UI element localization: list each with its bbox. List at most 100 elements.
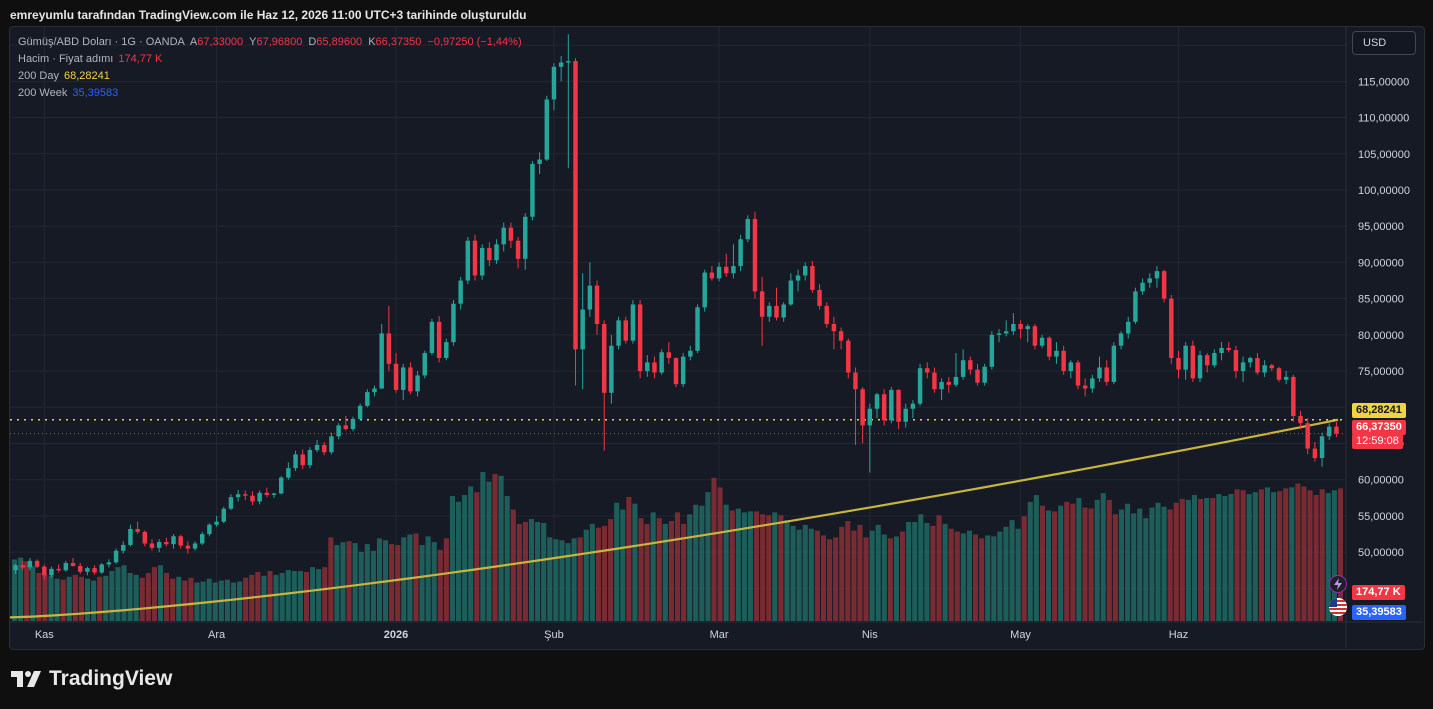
candle-body (1319, 436, 1325, 459)
volume-bar (1228, 494, 1234, 621)
volume-bar (42, 574, 48, 621)
candle-body (673, 358, 679, 385)
candle-body (802, 266, 808, 276)
flash-icon[interactable] (1329, 575, 1347, 593)
candle-body (314, 444, 320, 451)
volume-bar (176, 576, 182, 621)
volume-bar (869, 530, 875, 621)
volume-bar (145, 572, 151, 621)
volume-bar (1252, 492, 1258, 621)
candle-body (1262, 365, 1267, 373)
volume-bar (778, 515, 784, 621)
candle-body (393, 363, 399, 390)
volume-bar (370, 550, 376, 621)
candle-body (293, 454, 298, 469)
candle-body (903, 408, 908, 422)
currency-button[interactable]: USD (1352, 31, 1416, 55)
volume-bar (1216, 494, 1222, 621)
volume-bar (1143, 518, 1149, 621)
candle-body (1183, 345, 1188, 370)
volume-bar (930, 525, 936, 621)
volume-bar (261, 575, 267, 621)
volume-bar (425, 536, 431, 621)
ma200w-label[interactable]: 200 Week (18, 87, 68, 99)
candle-body (1111, 345, 1117, 382)
volume-bar (985, 535, 991, 621)
volume-bar (1191, 495, 1198, 621)
volume-bar (1313, 495, 1319, 621)
volume-bar (456, 501, 462, 621)
candle-body (379, 333, 384, 389)
volume-bar (863, 537, 869, 621)
candle-body (1240, 362, 1246, 372)
candle-body (1219, 347, 1224, 353)
candle-body (200, 534, 205, 544)
candle-body (666, 352, 672, 359)
volume-bar (668, 521, 674, 621)
candle-body (623, 320, 628, 341)
candle-body (400, 367, 406, 390)
volume-bar (1289, 487, 1295, 621)
volume-bar (1258, 489, 1264, 621)
candle-body (444, 342, 449, 359)
candle-body (1255, 358, 1260, 373)
candle-body (1334, 426, 1339, 434)
candle-body (501, 227, 506, 245)
candle-body (20, 565, 25, 568)
volume-bar (322, 567, 328, 621)
volume-bar (541, 522, 547, 621)
volume-bar (1021, 516, 1027, 621)
candle-body (1118, 333, 1124, 346)
volume-bar (583, 529, 589, 621)
candle-body (322, 444, 327, 453)
volume-value: 174,77 K (118, 53, 163, 65)
volume-bar (711, 477, 717, 621)
candle-body (386, 333, 392, 364)
tradingview-logo[interactable]: TradingView (11, 667, 172, 691)
candle-body (587, 285, 593, 310)
candle-body (1204, 355, 1210, 366)
volume-bar (565, 543, 571, 621)
volume-bar (206, 578, 212, 621)
volume-bar (1277, 491, 1283, 621)
candle-body (429, 321, 435, 353)
volume-bar (1167, 509, 1173, 621)
candle-body (1305, 423, 1310, 449)
candle-body (1075, 362, 1081, 386)
candle-body (573, 61, 578, 350)
volume-bar (620, 509, 626, 621)
us-flag-icon[interactable] (1329, 598, 1347, 616)
volume-bar (808, 528, 814, 621)
candle-body (1018, 324, 1023, 330)
candle-body (1097, 367, 1102, 379)
x-tick-label: Nis (862, 629, 878, 641)
y-tick-label: 90,00000 (1358, 257, 1404, 269)
volume-bar (1094, 499, 1100, 621)
candle-body (350, 418, 356, 430)
x-tick-label: Kas (35, 629, 54, 641)
volume-label[interactable]: Hacim · Fiyat adımı (18, 53, 114, 65)
volume-bar (48, 575, 54, 621)
volume-bar (802, 524, 808, 621)
candle-body (1291, 376, 1296, 416)
volume-bar (906, 521, 912, 621)
legend-symbol[interactable]: Gümüş/ABD Doları · 1G · OANDA (18, 36, 185, 48)
candle-body (716, 266, 722, 279)
candle-body (235, 494, 241, 498)
candle-body (250, 495, 255, 502)
candle-body (1082, 385, 1088, 389)
volume-bar (547, 537, 553, 621)
volume-bar (358, 551, 364, 621)
candle-body (810, 266, 815, 290)
candle-body (192, 543, 198, 549)
candle-body (896, 389, 901, 422)
ma200d-label[interactable]: 200 Day (18, 70, 59, 82)
candle-body (523, 216, 528, 259)
volume-bar (1264, 487, 1271, 621)
volume-bar (960, 533, 966, 621)
volume-bar (966, 530, 972, 621)
candle-body (1011, 324, 1016, 332)
volume-bar (833, 537, 839, 621)
candle-body (336, 425, 341, 437)
